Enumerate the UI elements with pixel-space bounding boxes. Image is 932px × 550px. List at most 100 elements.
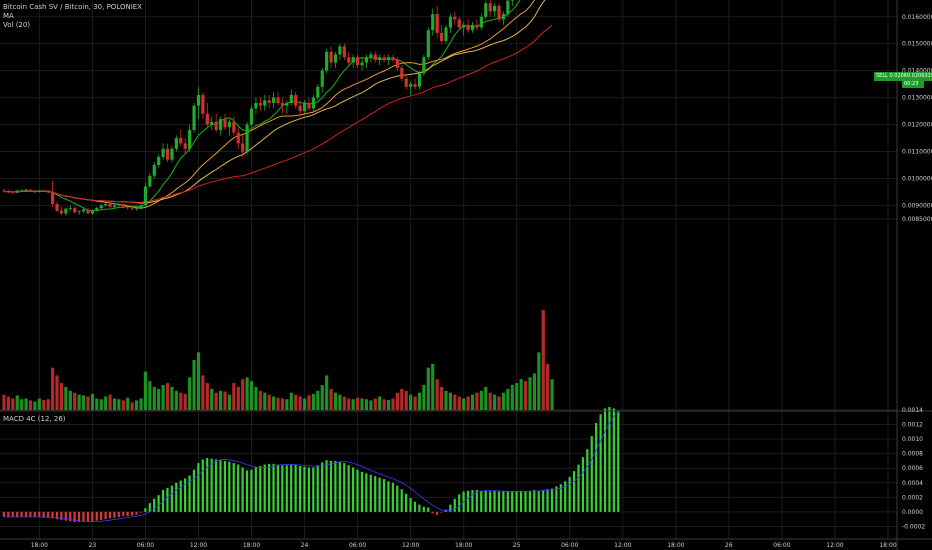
volume-bar [493, 394, 497, 410]
candle [214, 113, 218, 133]
candle [333, 51, 338, 68]
candle [249, 105, 254, 128]
volume-bar [126, 397, 130, 410]
volume-bar [298, 396, 302, 410]
price-tag: SELL 0.0206 0.02063195 00:23 [874, 72, 932, 89]
candle [161, 143, 165, 160]
macd-bar [263, 464, 266, 512]
macd-bar [130, 511, 134, 516]
macd-bar [51, 511, 54, 519]
candle-body [104, 204, 108, 206]
macd-bar [519, 490, 523, 512]
candle-body [73, 208, 77, 213]
candle [28, 189, 33, 193]
volume-bar [174, 390, 178, 410]
macd-bar [511, 491, 514, 512]
volume-bar [506, 388, 510, 410]
time-tick-label: 23 [89, 542, 97, 549]
macd-bar [232, 463, 235, 512]
volume-bar [285, 399, 289, 410]
macd-legend[interactable]: MACD 4C (12, 26) [3, 415, 66, 423]
volume-bar [302, 398, 307, 410]
candle [179, 129, 183, 147]
macd-bar [427, 507, 430, 512]
macd-bar [86, 511, 89, 522]
volume-legend[interactable]: Vol (20) [3, 21, 31, 29]
candle [15, 189, 19, 194]
macd-bar [493, 490, 496, 512]
macd-bar [188, 475, 191, 512]
volume-bar [294, 394, 298, 410]
macd-bar [440, 511, 443, 513]
macd-bar [184, 478, 187, 512]
volume-bar [439, 386, 444, 410]
volume-bar [316, 390, 320, 410]
macd-bar [595, 423, 598, 512]
ma-legend[interactable]: MA [3, 12, 14, 20]
volume-bar [475, 392, 479, 410]
candle-body [223, 119, 227, 128]
candle-body [139, 205, 143, 209]
candle [33, 190, 37, 194]
candle-body [241, 143, 245, 152]
volume-bar [382, 399, 386, 410]
candle-body [205, 113, 209, 125]
candle [453, 11, 457, 25]
macd-bar [245, 470, 249, 512]
volume-bar [108, 394, 112, 410]
candle [510, 0, 514, 6]
macd-bar [418, 504, 421, 512]
volume-bar [276, 397, 280, 410]
candle [311, 94, 315, 112]
candle-body [33, 191, 37, 193]
volume-bar [422, 385, 426, 410]
candle [325, 49, 329, 74]
candle-body [435, 14, 439, 33]
candle [320, 67, 324, 93]
macd-bar [166, 487, 169, 512]
macd-bar [206, 457, 209, 512]
candle-body [272, 97, 276, 103]
macd-bar [382, 479, 386, 512]
volume-bar [95, 398, 99, 410]
candle-body [276, 97, 280, 103]
volume-bar [20, 399, 24, 410]
macd-histogram [2, 406, 620, 523]
volume-bar [546, 363, 550, 410]
volume-bar [42, 400, 46, 410]
candle-body [68, 208, 72, 209]
candle-body [42, 190, 46, 192]
candle [488, 0, 492, 17]
macd-tick-label: 0.0012 [902, 421, 923, 428]
volume-bar [484, 386, 488, 410]
macd-bar [590, 436, 593, 512]
volume-bar [152, 386, 156, 410]
macd-bar [471, 490, 474, 512]
candle-body [24, 189, 28, 191]
macd-bar [268, 463, 271, 512]
candle [316, 84, 320, 101]
candle [356, 54, 360, 68]
volume-bar [457, 396, 461, 410]
candle-body [493, 5, 497, 12]
price-tag-left: SELL 0.0206 [876, 73, 907, 79]
volume-bar [73, 392, 77, 410]
candle [135, 206, 139, 211]
volume-bar [378, 396, 382, 410]
macd-bar [64, 511, 67, 521]
candle-body [409, 84, 413, 87]
macd-bar [542, 490, 545, 512]
macd-bar [599, 414, 602, 512]
candle-body [157, 156, 161, 165]
candle-body [6, 191, 11, 193]
candle [462, 22, 466, 36]
candle-body [130, 206, 134, 209]
candle-body [37, 190, 41, 192]
macd-bar [329, 460, 333, 512]
macd-bar [351, 467, 355, 512]
volume-bar [453, 394, 457, 410]
candle-body [263, 100, 267, 106]
candle [404, 76, 408, 90]
